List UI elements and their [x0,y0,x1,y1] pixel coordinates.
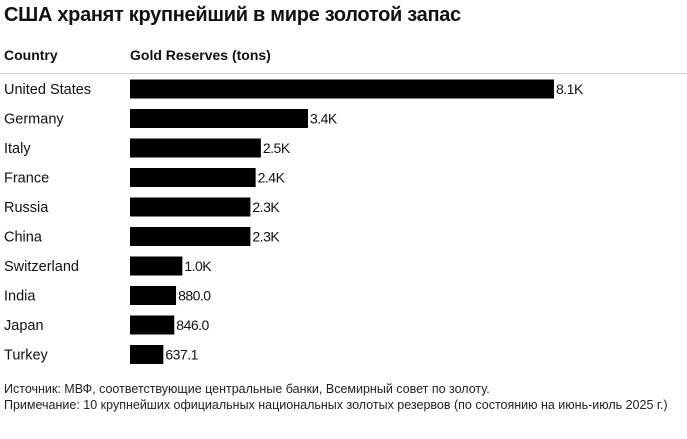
bar [130,197,251,217]
data-label: 2.5K [263,140,291,156]
data-label: 3.4K [310,111,338,127]
country-label: Italy [4,141,31,157]
footer-note: Примечание: 10 крупнейших официальных на… [4,398,668,412]
country-label: Japan [4,318,44,334]
data-label: 2.4K [258,170,286,186]
bar [130,315,175,335]
country-label: Russia [4,200,49,216]
column-header-gold-reserves: Gold Reserves (tons) [130,47,271,63]
country-label: United States [4,82,91,98]
country-label: Turkey [4,348,49,364]
bar [130,109,308,128]
data-label: 1.0K [184,258,212,274]
data-label: 2.3K [252,199,280,215]
country-label: France [4,171,49,187]
data-label: 2.3K [252,229,280,245]
chart-title: США хранят крупнейший в мире золотой зап… [4,4,461,26]
bar [130,168,256,187]
country-label: Germany [4,112,64,128]
bar [130,345,164,364]
country-label: India [4,289,36,305]
column-header-country: Country [4,47,58,63]
data-label: 880.0 [178,288,211,304]
data-label: 846.0 [176,317,209,333]
bar [130,286,177,305]
bar [130,79,554,99]
data-label: 637.1 [165,347,198,363]
country-label: China [4,230,43,246]
bar [130,227,251,246]
footer-source: Источник: МВФ, соответствующие центральн… [4,382,490,396]
data-label: 8.1K [556,81,584,97]
country-label: Switzerland [4,259,79,275]
bar [130,256,183,276]
bar [130,138,261,158]
header-divider [0,73,687,74]
bar-chart: United States 8.1K Germany 3.4K Italy 2.5K Fra… [4,79,584,364]
